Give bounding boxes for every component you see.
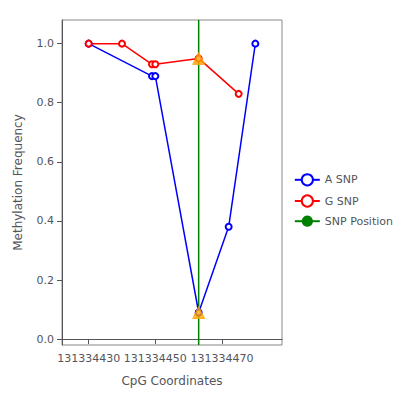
svg-text:131334430: 131334430: [57, 352, 120, 365]
svg-text:Methylation Frequency: Methylation Frequency: [11, 114, 25, 251]
svg-text:0.0: 0.0: [37, 333, 55, 346]
svg-text:0.8: 0.8: [37, 96, 55, 109]
svg-text:131334450: 131334450: [124, 352, 187, 365]
svg-text:0.2: 0.2: [37, 274, 55, 287]
svg-text:SNP Position: SNP Position: [325, 215, 393, 228]
svg-text:0.6: 0.6: [37, 155, 55, 168]
svg-text:A SNP: A SNP: [325, 173, 358, 186]
svg-text:131334470: 131334470: [191, 352, 254, 365]
svg-text:0.4: 0.4: [37, 214, 55, 227]
svg-text:CpG Coordinates: CpG Coordinates: [121, 374, 222, 388]
svg-text:1.0: 1.0: [37, 37, 55, 50]
svg-text:G SNP: G SNP: [325, 195, 359, 208]
